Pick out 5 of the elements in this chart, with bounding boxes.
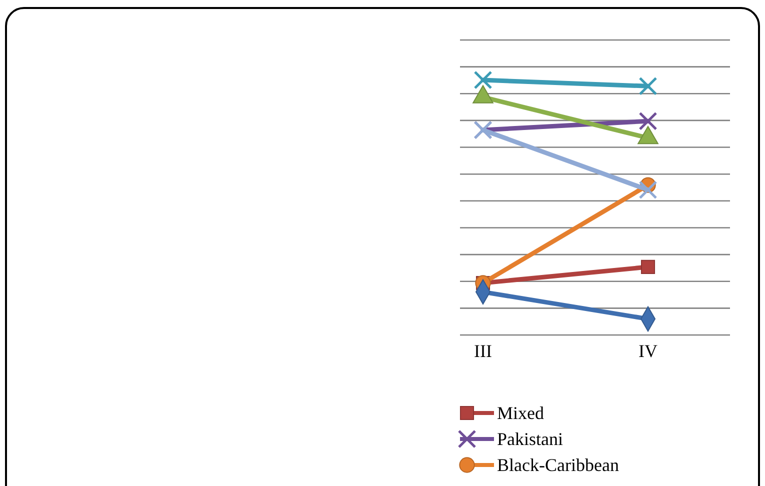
x-tick-label: IV bbox=[638, 341, 658, 361]
legend-label: Black-Caribbean bbox=[497, 455, 619, 475]
legend-label: Pakistani bbox=[497, 429, 563, 449]
x-tick-label: III bbox=[474, 341, 492, 361]
legend-label: Mixed bbox=[497, 403, 544, 423]
